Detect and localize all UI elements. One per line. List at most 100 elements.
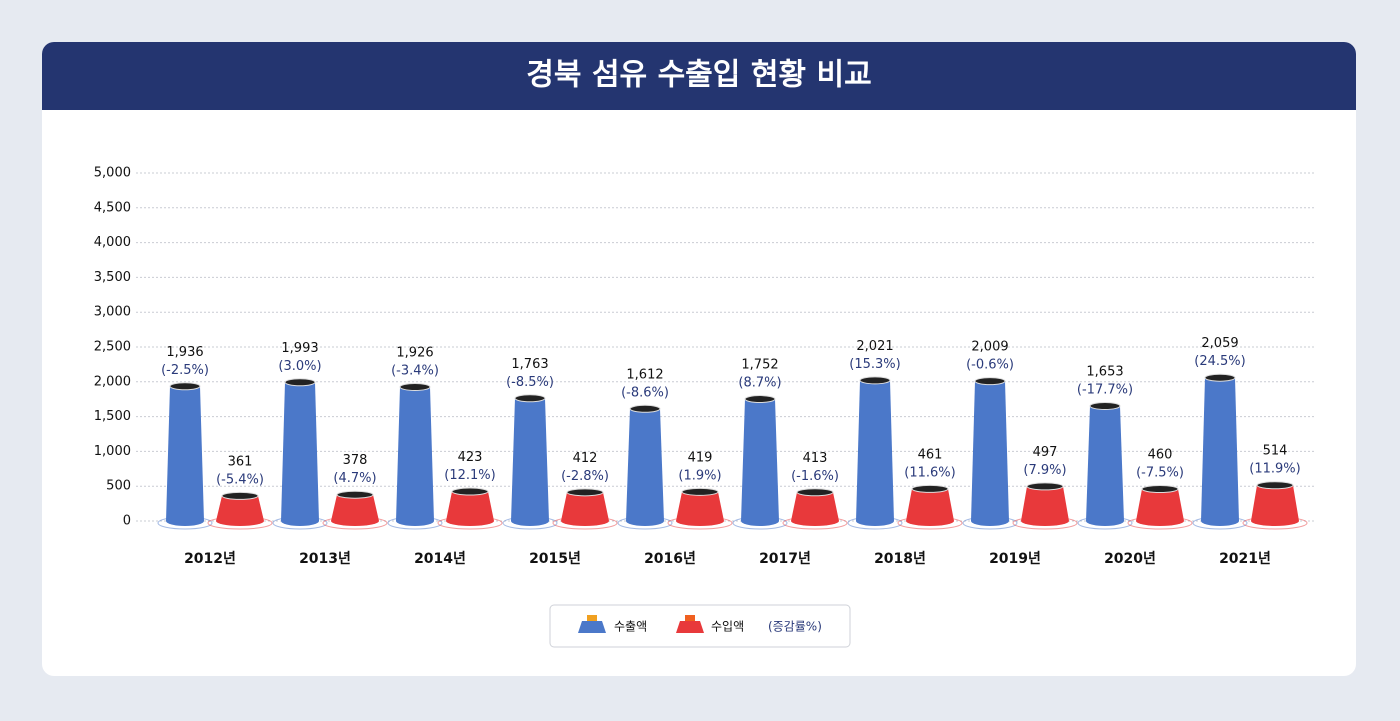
x-tick-label: 2014년 [414, 551, 466, 567]
legend-swatch [676, 621, 704, 633]
growth-label: (11.9%) [1249, 462, 1300, 477]
bar [216, 495, 264, 526]
bar-top [629, 404, 661, 413]
x-tick-label: 2012년 [184, 551, 236, 567]
bar [1086, 405, 1124, 526]
x-tick-label: 2020년 [1104, 551, 1156, 567]
value-label: 1,936 [166, 345, 203, 360]
value-label: 378 [343, 453, 368, 468]
y-tick-label: 1,000 [94, 444, 131, 459]
value-label: 2,059 [1201, 336, 1238, 351]
legend-swatch [578, 621, 606, 633]
bar [971, 381, 1009, 526]
card [42, 42, 1356, 676]
value-label: 1,612 [626, 367, 663, 382]
bar-top [1089, 401, 1121, 410]
y-tick-label: 5,000 [94, 166, 131, 181]
value-label: 497 [1033, 445, 1058, 460]
value-label: 413 [803, 451, 828, 466]
legend-label: 수출액 [614, 620, 647, 634]
bar-top [169, 382, 201, 391]
bar [856, 380, 894, 526]
value-label: 2,021 [856, 339, 893, 354]
value-label: 423 [458, 450, 483, 465]
value-label: 2,009 [971, 340, 1008, 355]
x-tick-label: 2018년 [874, 551, 926, 567]
bar [446, 491, 494, 526]
legend-label: 수입액 [711, 620, 744, 634]
growth-label: (-3.4%) [391, 363, 439, 378]
bar-top [796, 488, 834, 497]
bar [1251, 485, 1299, 526]
growth-label: (-1.6%) [791, 469, 839, 484]
growth-label: (4.7%) [333, 471, 376, 486]
bar [741, 399, 779, 526]
value-label: 514 [1263, 444, 1288, 459]
bar [561, 492, 609, 526]
bar [626, 408, 664, 526]
header-bar [42, 42, 1356, 110]
x-tick-label: 2017년 [759, 551, 811, 567]
bar-top [1026, 482, 1064, 491]
y-tick-label: 500 [106, 479, 131, 494]
y-tick-label: 4,500 [94, 200, 131, 215]
bar [906, 488, 954, 526]
y-tick-label: 4,000 [94, 235, 131, 250]
bar-top [744, 395, 776, 404]
growth-label: (8.7%) [738, 376, 781, 391]
bar [676, 491, 724, 526]
legend-swatch-top [587, 615, 597, 621]
bar-top [1256, 481, 1294, 490]
bar-top [974, 377, 1006, 386]
value-label: 1,993 [281, 341, 318, 356]
bar-top [451, 487, 489, 496]
bar-top [859, 376, 891, 385]
y-tick-label: 2,500 [94, 340, 131, 355]
y-tick-label: 2,000 [94, 374, 131, 389]
value-label: 461 [918, 447, 943, 462]
growth-label: (-8.6%) [621, 385, 669, 400]
bar [1136, 488, 1184, 526]
growth-label: (-7.5%) [1136, 465, 1184, 480]
growth-label: (15.3%) [849, 357, 900, 372]
growth-label: (-8.5%) [506, 375, 554, 390]
growth-label: (11.6%) [904, 465, 955, 480]
y-tick-label: 3,500 [94, 270, 131, 285]
value-label: 460 [1148, 447, 1173, 462]
growth-label: (-2.5%) [161, 363, 209, 378]
value-label: 419 [688, 450, 713, 465]
bar-top [514, 394, 546, 403]
bar [1021, 486, 1069, 526]
x-tick-label: 2013년 [299, 551, 351, 567]
bar [396, 386, 434, 526]
x-tick-label: 2019년 [989, 551, 1041, 567]
bar-top [284, 378, 316, 387]
value-label: 1,752 [741, 358, 778, 373]
growth-label: (-5.4%) [216, 472, 264, 487]
y-tick-label: 3,000 [94, 305, 131, 320]
value-label: 412 [573, 451, 598, 466]
growth-label: (12.1%) [444, 468, 495, 483]
bar-top [221, 491, 259, 500]
bar [1201, 377, 1239, 526]
value-label: 1,763 [511, 357, 548, 372]
chart-title: 경북 섬유 수출입 현황 비교 [526, 58, 871, 93]
growth-label: (-2.8%) [561, 469, 609, 484]
x-tick-label: 2015년 [529, 551, 581, 567]
growth-label: (3.0%) [278, 359, 321, 374]
growth-label: (-0.6%) [966, 358, 1014, 373]
value-label: 361 [228, 454, 253, 469]
x-tick-label: 2016년 [644, 551, 696, 567]
legend-note: (증감률%) [768, 620, 822, 634]
bar-top [566, 488, 604, 497]
bar [791, 492, 839, 526]
y-tick-label: 1,500 [94, 409, 131, 424]
growth-label: (-17.7%) [1077, 382, 1133, 397]
bar-top [1141, 484, 1179, 493]
growth-label: (1.9%) [678, 468, 721, 483]
bar [281, 382, 319, 526]
bar [511, 398, 549, 526]
value-label: 1,653 [1086, 364, 1123, 379]
